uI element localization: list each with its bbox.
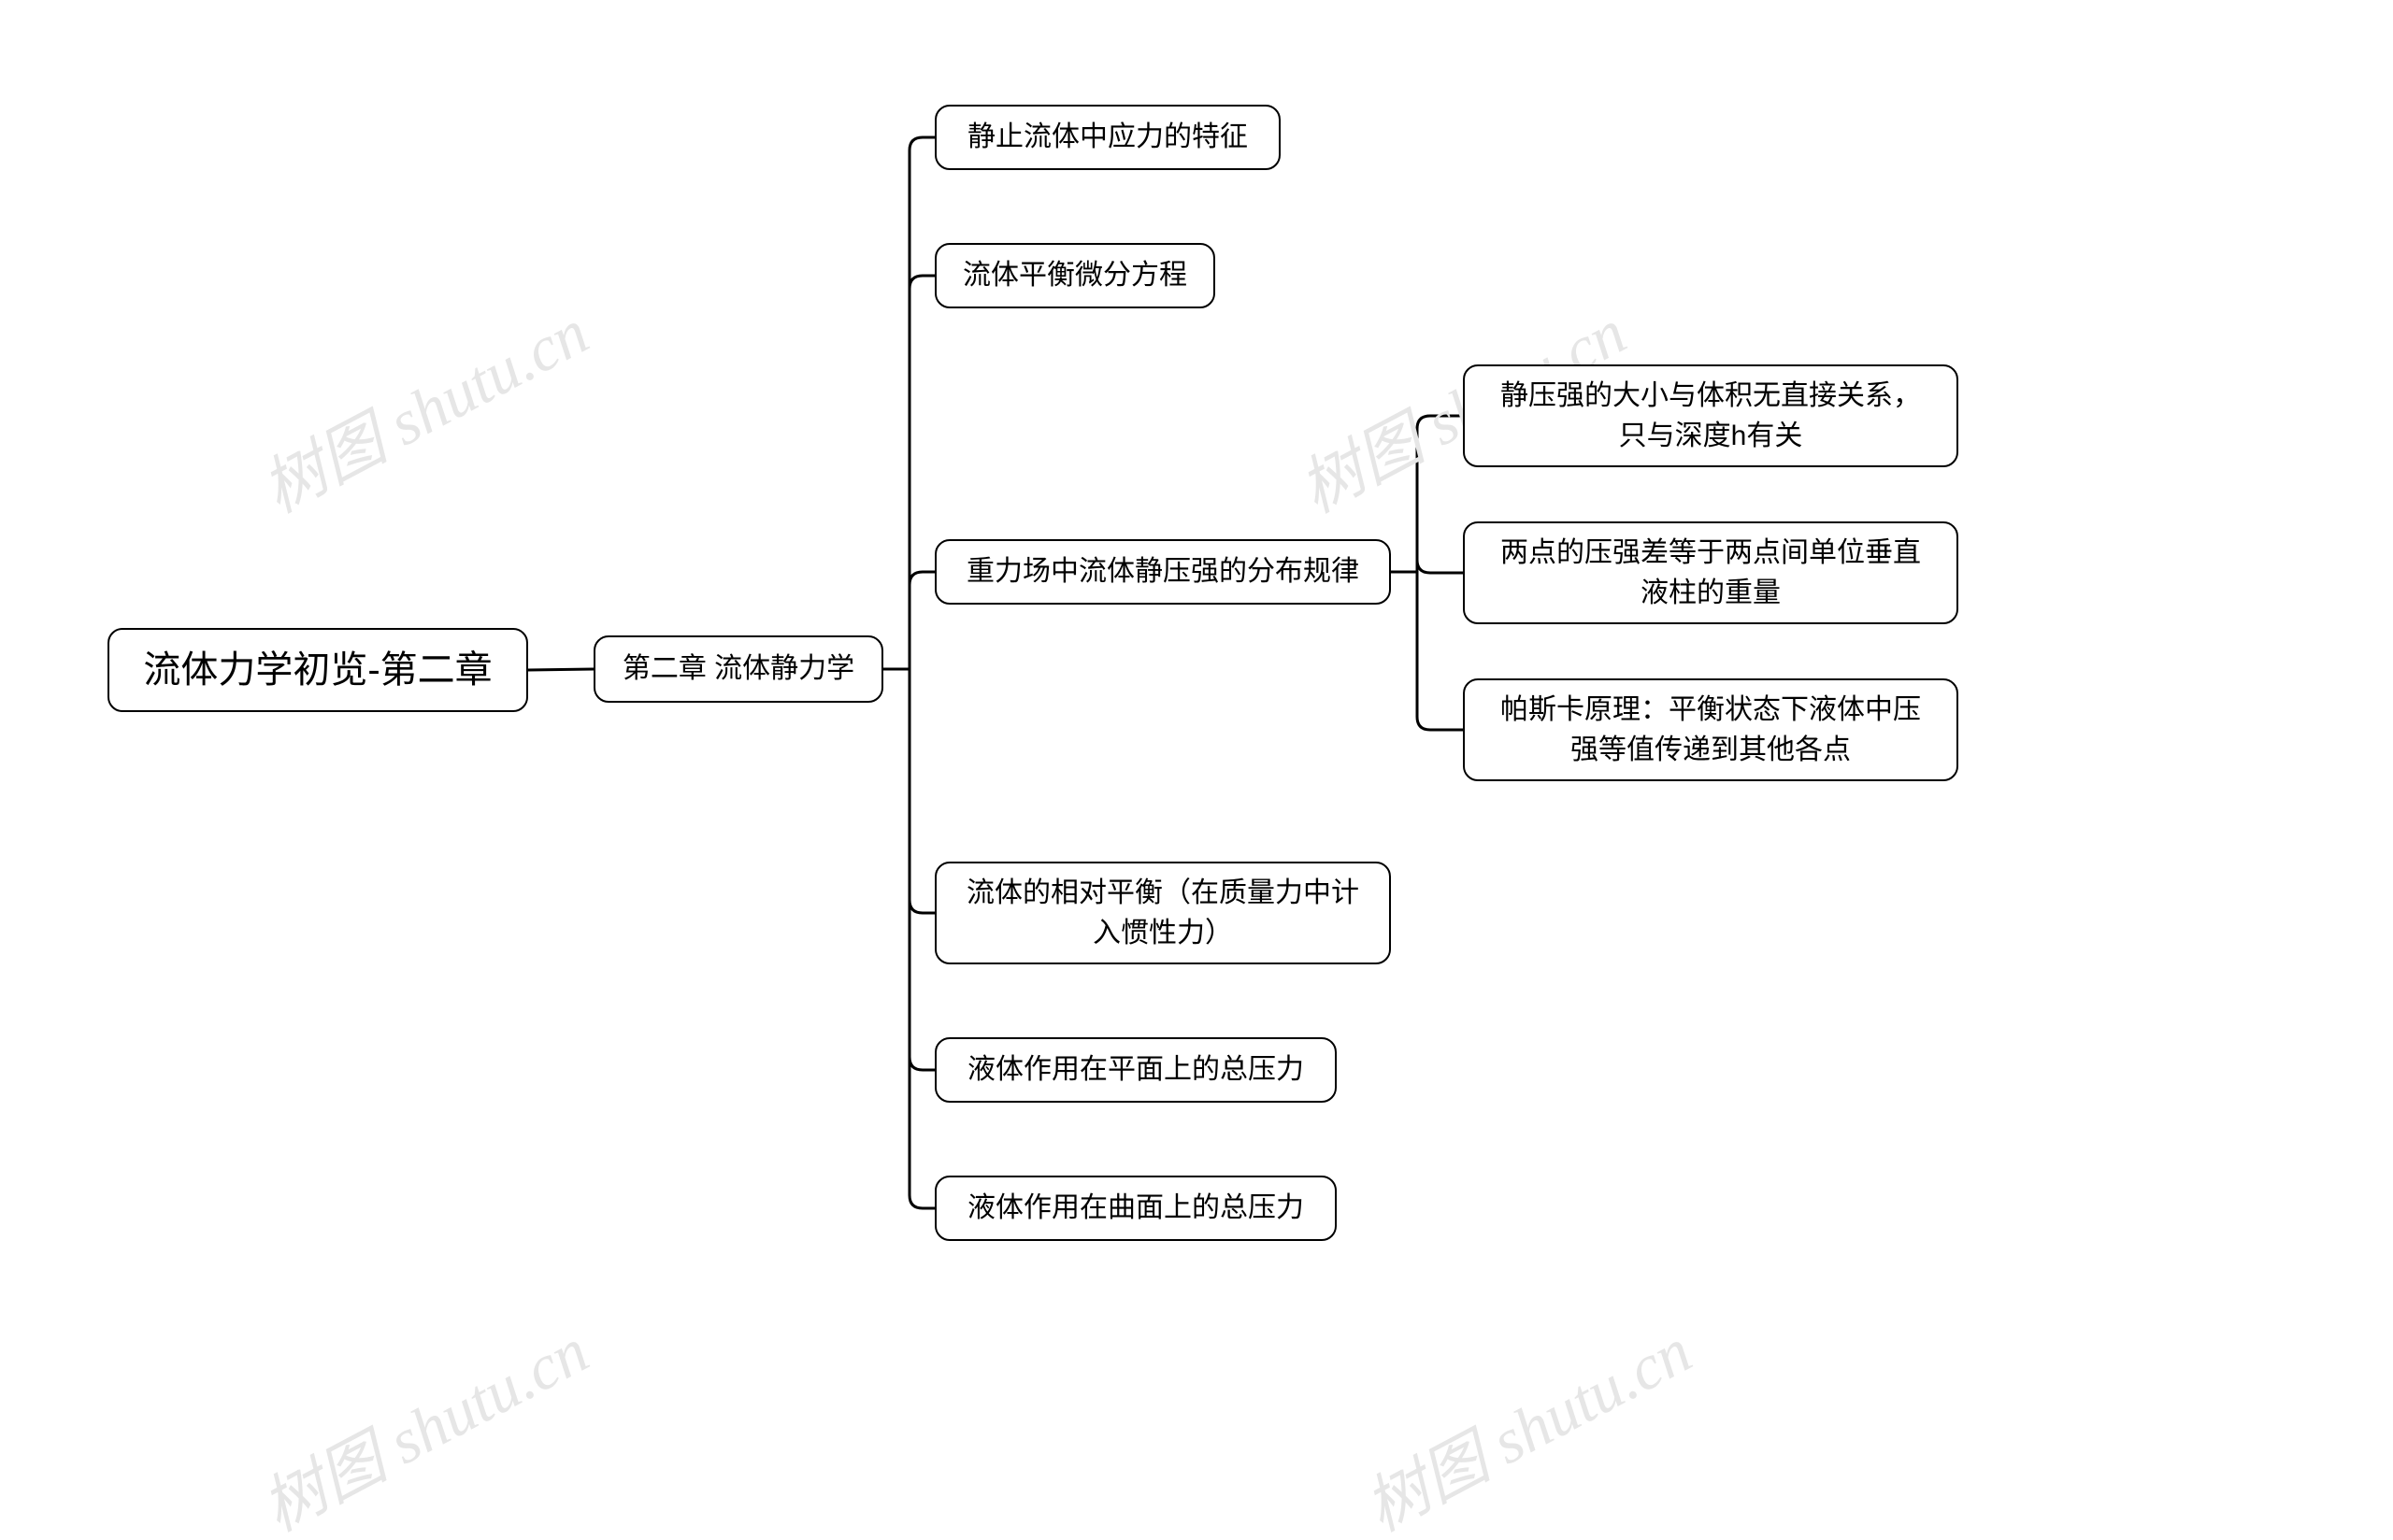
level2-node-2: 重力场中流体静压强的分布规律 [935, 539, 1391, 605]
level1-node: 第二章 流体静力学 [594, 635, 883, 703]
level2-node-1: 流体平衡微分方程 [935, 243, 1215, 308]
root-node: 流体力学初览-第二章 [107, 628, 528, 712]
level3-node-1: 两点的压强差等于两点间单位垂直液柱的重量 [1463, 521, 1958, 624]
level2-node-5: 液体作用在曲面上的总压力 [935, 1176, 1337, 1241]
node-layer: 流体力学初览-第二章 第二章 流体静力学 静止流体中应力的特征 流体平衡微分方程… [0, 0, 2393, 1540]
level3-node-2: 帕斯卡原理：平衡状态下液体中压强等值传递到其他各点 [1463, 678, 1958, 781]
level2-node-0: 静止流体中应力的特征 [935, 105, 1281, 170]
level2-node-3: 流体的相对平衡（在质量力中计入惯性力） [935, 862, 1391, 964]
level2-node-4: 液体作用在平面上的总压力 [935, 1037, 1337, 1103]
level3-node-0: 静压强的大小与体积无直接关系，只与深度h有关 [1463, 364, 1958, 467]
